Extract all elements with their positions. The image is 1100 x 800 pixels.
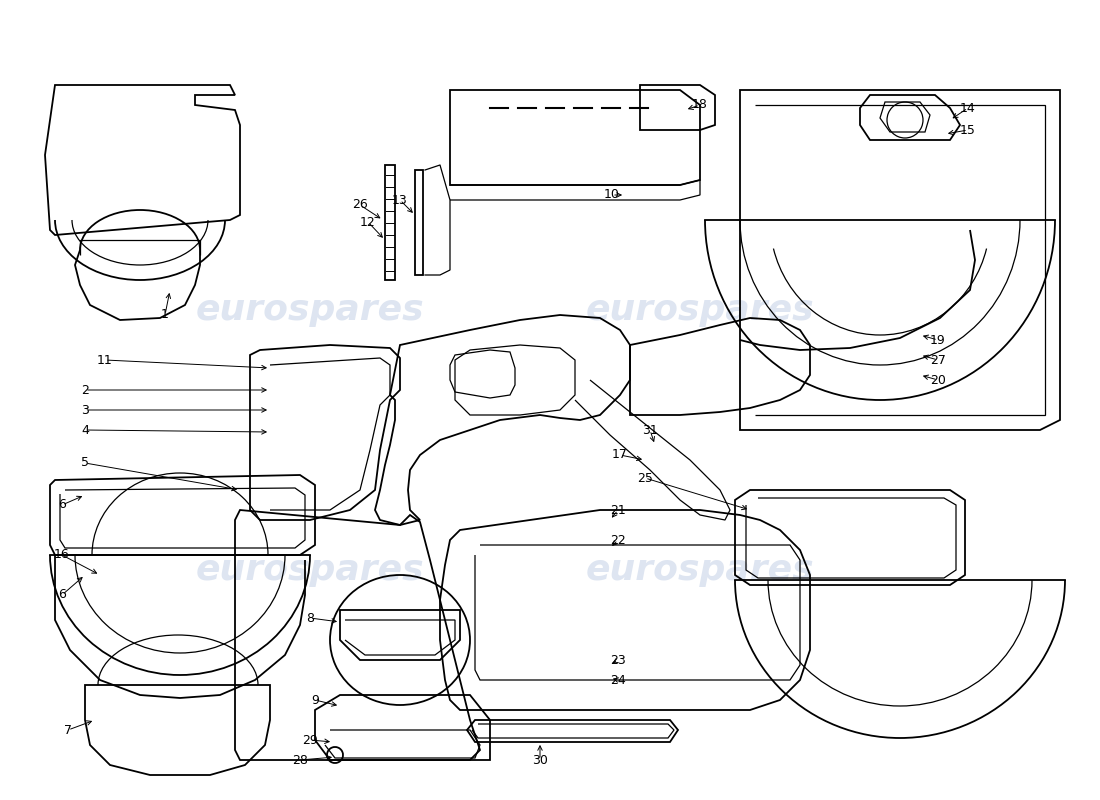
- Text: 7: 7: [64, 723, 72, 737]
- Text: 4: 4: [81, 423, 89, 437]
- Text: 21: 21: [610, 503, 626, 517]
- Text: 17: 17: [612, 449, 628, 462]
- Text: 28: 28: [293, 754, 308, 766]
- Text: 14: 14: [960, 102, 976, 114]
- Text: eurospares: eurospares: [196, 293, 425, 327]
- Text: eurospares: eurospares: [196, 553, 425, 587]
- Text: 30: 30: [532, 754, 548, 766]
- Text: 5: 5: [81, 457, 89, 470]
- Text: 13: 13: [392, 194, 408, 206]
- Text: eurospares: eurospares: [585, 553, 814, 587]
- Text: 9: 9: [311, 694, 319, 706]
- Text: 6: 6: [58, 589, 66, 602]
- Text: 29: 29: [302, 734, 318, 746]
- Text: 25: 25: [637, 471, 653, 485]
- Text: 23: 23: [610, 654, 626, 666]
- Text: 31: 31: [642, 423, 658, 437]
- Text: 2: 2: [81, 383, 89, 397]
- Text: 22: 22: [610, 534, 626, 546]
- Text: 3: 3: [81, 403, 89, 417]
- Text: 11: 11: [97, 354, 113, 366]
- Text: eurospares: eurospares: [585, 293, 814, 327]
- Text: 6: 6: [58, 498, 66, 511]
- Text: 16: 16: [54, 549, 70, 562]
- Text: 8: 8: [306, 611, 313, 625]
- Text: 24: 24: [610, 674, 626, 686]
- Text: 1: 1: [161, 309, 169, 322]
- Text: 15: 15: [960, 123, 976, 137]
- Text: 10: 10: [604, 189, 620, 202]
- Text: 27: 27: [931, 354, 946, 366]
- Text: 20: 20: [931, 374, 946, 386]
- Text: 26: 26: [352, 198, 367, 211]
- Text: 18: 18: [692, 98, 708, 111]
- Text: 19: 19: [931, 334, 946, 346]
- Text: 12: 12: [360, 215, 376, 229]
